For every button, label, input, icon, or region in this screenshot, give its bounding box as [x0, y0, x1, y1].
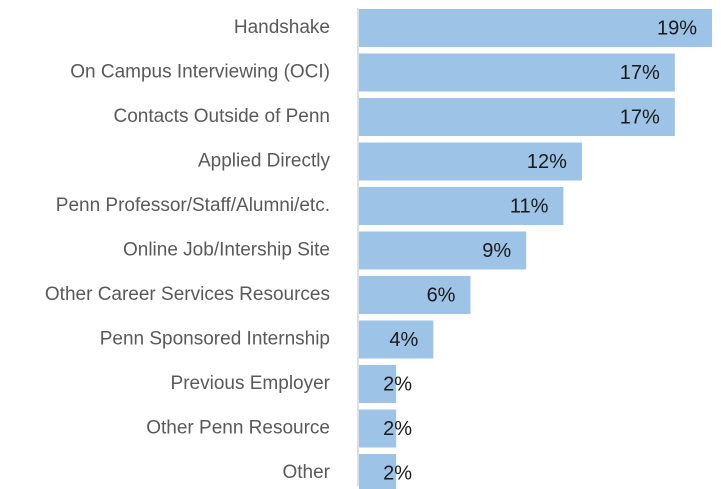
category-label: Penn Sponsored Internship [100, 329, 330, 350]
value-label: 19% [657, 17, 697, 39]
value-label: 2% [383, 373, 412, 395]
category-label: Other [282, 462, 330, 483]
category-label: Other Career Services Resources [45, 284, 330, 305]
category-label: Online Job/Intership Site [123, 240, 330, 261]
bar [359, 276, 471, 314]
value-label: 11% [510, 195, 549, 217]
bar [359, 187, 564, 225]
bar [359, 231, 527, 270]
bar [359, 9, 712, 47]
value-label: 2% [383, 418, 412, 440]
category-label: On Campus Interviewing (OCI) [70, 62, 330, 83]
category-label: Applied Directly [198, 151, 330, 172]
bar [359, 53, 675, 92]
value-label: 17% [620, 62, 660, 84]
bar [359, 320, 434, 359]
value-label: 17% [620, 106, 660, 128]
category-label: Penn Professor/Staff/Alumni/etc. [56, 195, 330, 216]
bar [359, 454, 397, 489]
value-label: 9% [482, 240, 511, 262]
category-label: Contacts Outside of Penn [113, 106, 330, 127]
bar [359, 409, 397, 448]
bar [359, 365, 397, 403]
bar [359, 142, 582, 181]
value-label: 6% [427, 284, 456, 306]
category-label: Previous Employer [171, 373, 331, 394]
value-label: 2% [383, 462, 412, 484]
value-label: 12% [527, 151, 567, 173]
bar [359, 98, 675, 136]
category-label: Other Penn Resource [146, 418, 330, 439]
value-label: 4% [389, 329, 418, 351]
category-label: Handshake [234, 17, 330, 38]
